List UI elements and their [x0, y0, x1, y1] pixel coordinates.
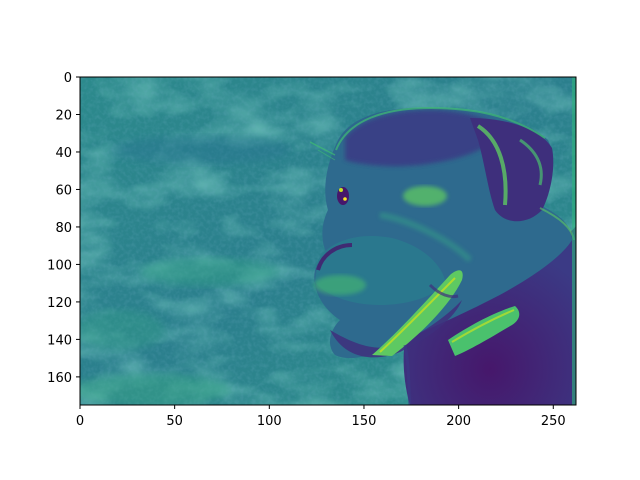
background-light-band: [80, 374, 230, 405]
y-tick-label: 80: [55, 221, 72, 236]
image-edge-column: [572, 77, 576, 405]
x-tick-label: 0: [76, 414, 84, 429]
x-tick-label: 100: [257, 414, 282, 429]
dog-skull: [345, 110, 505, 167]
lip-shadow: [428, 283, 459, 299]
cheek-texture: [379, 212, 473, 263]
x-tick-label: 150: [352, 414, 377, 429]
heatmap-image: [80, 77, 576, 405]
chest-outline: [403, 344, 412, 405]
y-tick-label: 0: [64, 71, 72, 86]
y-tick-label: 140: [47, 333, 72, 348]
background-dark-band: [110, 136, 290, 164]
whisker: [317, 149, 336, 161]
dog-ear: [470, 118, 554, 222]
eye-glint: [343, 197, 347, 201]
whisker: [309, 141, 336, 156]
brow-highlight: [403, 186, 447, 206]
background-light-band: [80, 310, 165, 350]
head-outline: [335, 106, 546, 151]
tongue-edge: [379, 277, 456, 353]
background-light-band: [140, 258, 280, 286]
y-axis: 0 20 40 60 80 100 120 140 160: [47, 71, 80, 386]
y-tick-label: 20: [55, 108, 72, 123]
nose-shadow: [316, 243, 353, 271]
eye-glint: [339, 188, 343, 192]
dog-eye: [337, 187, 349, 205]
y-tick-label: 120: [47, 296, 72, 311]
x-tick-label: 50: [166, 414, 183, 429]
x-axis: 0 50 100 150 200 250: [76, 405, 566, 429]
y-tick-label: 160: [47, 371, 72, 386]
dog-collar: [448, 306, 520, 356]
y-tick-label: 40: [55, 146, 72, 161]
y-tick-label: 100: [47, 258, 72, 273]
x-tick-label: 250: [541, 414, 566, 429]
ear-edge: [476, 124, 508, 206]
y-tick-label: 60: [55, 183, 72, 198]
axes-frame: [79, 76, 577, 406]
x-tick-label: 200: [446, 414, 471, 429]
ear-edge: [519, 138, 543, 186]
muzzle-highlight: [314, 275, 366, 295]
collar-edge: [451, 309, 515, 343]
